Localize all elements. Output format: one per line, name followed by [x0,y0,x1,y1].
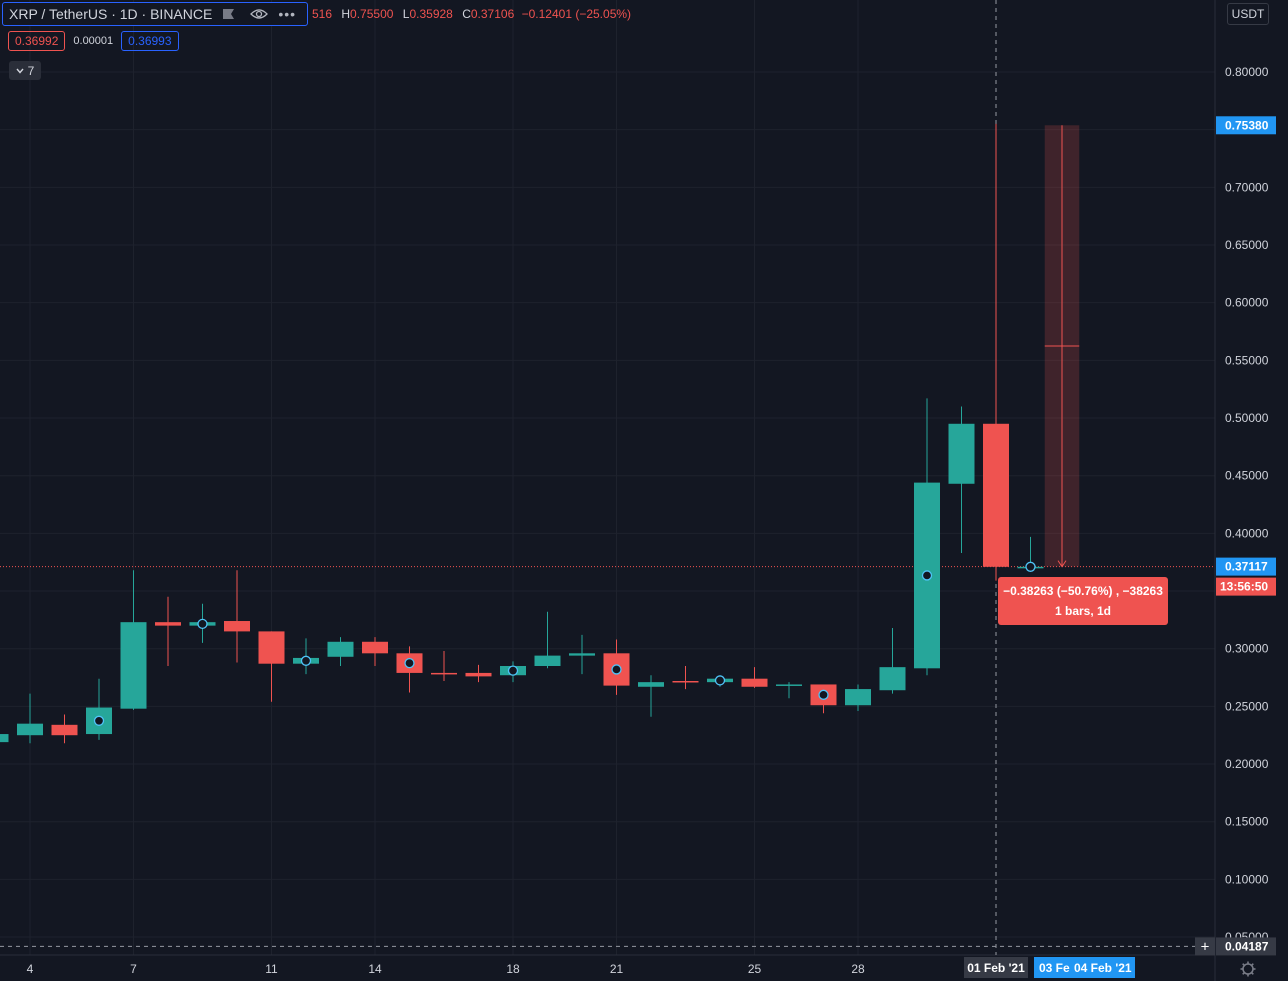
candle-body[interactable] [0,734,9,743]
x-tick-label: 25 [748,962,762,976]
change-value: −0.12401 (−25.05%) [521,7,632,21]
crosshair-date-label: 01 Feb '21 [967,961,1025,975]
settings-gear-icon[interactable] [1242,963,1254,975]
x-tick-label: 7 [130,962,137,976]
y-tick-label: 0.70000 [1225,180,1269,194]
y-tick-label: 0.40000 [1225,526,1269,540]
candle-body[interactable] [741,678,768,687]
y-tick-label: 0.60000 [1225,296,1269,310]
countdown-label-bg [1216,577,1276,596]
candle-body[interactable] [17,723,43,736]
event-marker-dot [718,678,722,683]
event-marker-dot [97,718,101,723]
flag-icon[interactable] [222,8,236,20]
crosshair-price-label: 0.04187 [1225,939,1269,953]
high-value: 0.75500 [350,7,394,21]
high-marker-label: 0.75380 [1225,118,1269,132]
range-date-label-bg [1034,957,1135,978]
measure-tooltip-line1: −0.38263 (−50.76%) , −38263 [1003,584,1163,598]
y-tick-label: 0.55000 [1225,353,1269,367]
candle-body[interactable] [120,622,147,709]
event-marker-dot [407,661,412,666]
y-tick-label: 0.10000 [1225,872,1269,886]
last-price-label: 0.37117 [1225,560,1268,574]
y-tick-label: 0.15000 [1225,815,1269,829]
candle-body[interactable] [465,672,492,677]
candle-body[interactable] [431,672,457,675]
currency-badge[interactable]: USDT [1227,3,1269,25]
y-tick-label: 0.20000 [1225,757,1269,771]
countdown-label: 13:56:50 [1220,580,1268,594]
event-marker-dot [1028,564,1033,569]
x-tick-label: 21 [610,962,624,976]
measure-tooltip-line2: 1 bars, 1d [1055,604,1111,618]
candle-body[interactable] [672,680,699,683]
high-label: H [341,7,351,21]
x-tick-label: 14 [368,962,382,976]
candle-body[interactable] [948,423,975,484]
low-value: 0.35928 [409,7,453,21]
event-marker-dot [511,668,515,673]
eye-icon[interactable] [250,7,269,21]
candle-body[interactable] [534,655,561,667]
candle-body[interactable] [327,641,354,657]
candle-body[interactable] [569,653,595,656]
sell-price-button[interactable]: 0.36992 [8,31,66,51]
range-start-date-label: 03 Fe [1039,961,1070,975]
candle-body[interactable] [51,724,78,736]
close-label: C [462,7,471,21]
candle-body[interactable] [638,682,664,687]
candle-body[interactable] [224,621,250,632]
crosshair-price-label-bg [1216,937,1276,956]
last-price-label-bg [1216,557,1276,576]
event-marker-dot [200,621,205,626]
candle-body[interactable] [776,684,802,686]
settings-gear-tooth [1242,963,1246,967]
y-tick-label: 0.50000 [1225,411,1269,425]
indicators-count: 7 [27,63,35,78]
symbol-title-box[interactable]: XRP / TetherUS · 1D · BINANCE ••• [2,2,308,26]
candle-body[interactable] [155,622,181,626]
event-marker-dot [821,692,826,697]
x-tick-label: 11 [265,962,278,976]
range-end-date-label: 04 Feb '21 [1074,961,1132,975]
open-fragment: 516 [312,7,333,21]
y-tick-label: 0.80000 [1225,65,1269,79]
trade-buttons: 0.36992 0.00001 0.36993 [8,31,179,51]
settings-gear-tooth [1242,971,1246,975]
candle-body[interactable] [983,423,1009,567]
low-label: L [402,7,410,21]
x-tick-label: 4 [27,962,34,976]
x-tick-label: 28 [851,962,865,976]
chevron-down-icon [16,68,24,74]
symbol-title: XRP / TetherUS · 1D · BINANCE [9,6,213,22]
measure-tooltip [998,577,1168,625]
buy-price-button[interactable]: 0.36993 [121,31,179,51]
add-alert-icon: + [1201,938,1210,955]
candle-body[interactable] [879,667,906,691]
more-dots-icon[interactable]: ••• [278,6,297,22]
spread-value: 0.00001 [73,35,114,47]
candle-body[interactable] [258,631,285,664]
event-marker-dot [614,667,619,672]
event-marker-dot [304,658,308,663]
y-tick-label: 0.30000 [1225,642,1269,656]
event-marker-dot [925,573,929,578]
y-tick-label: 0.25000 [1225,699,1269,713]
crosshair-date-label-bg [964,957,1028,978]
candle-body[interactable] [845,689,871,706]
add-alert-button[interactable] [1195,937,1215,956]
y-tick-label: 0.65000 [1225,238,1269,252]
ohlc-legend: 516 H0.75500 L0.35928 C0.37106 −0.12401 … [312,7,631,21]
candle-body[interactable] [362,641,388,654]
y-tick-label: 0.45000 [1225,469,1269,483]
settings-gear-tooth [1250,971,1254,975]
indicators-toggle-button[interactable]: 7 [9,61,41,80]
close-value: 0.37106 [470,7,515,21]
high-marker-label-bg [1216,116,1276,135]
x-tick-label: 18 [506,962,520,976]
settings-gear-tooth [1250,963,1254,967]
